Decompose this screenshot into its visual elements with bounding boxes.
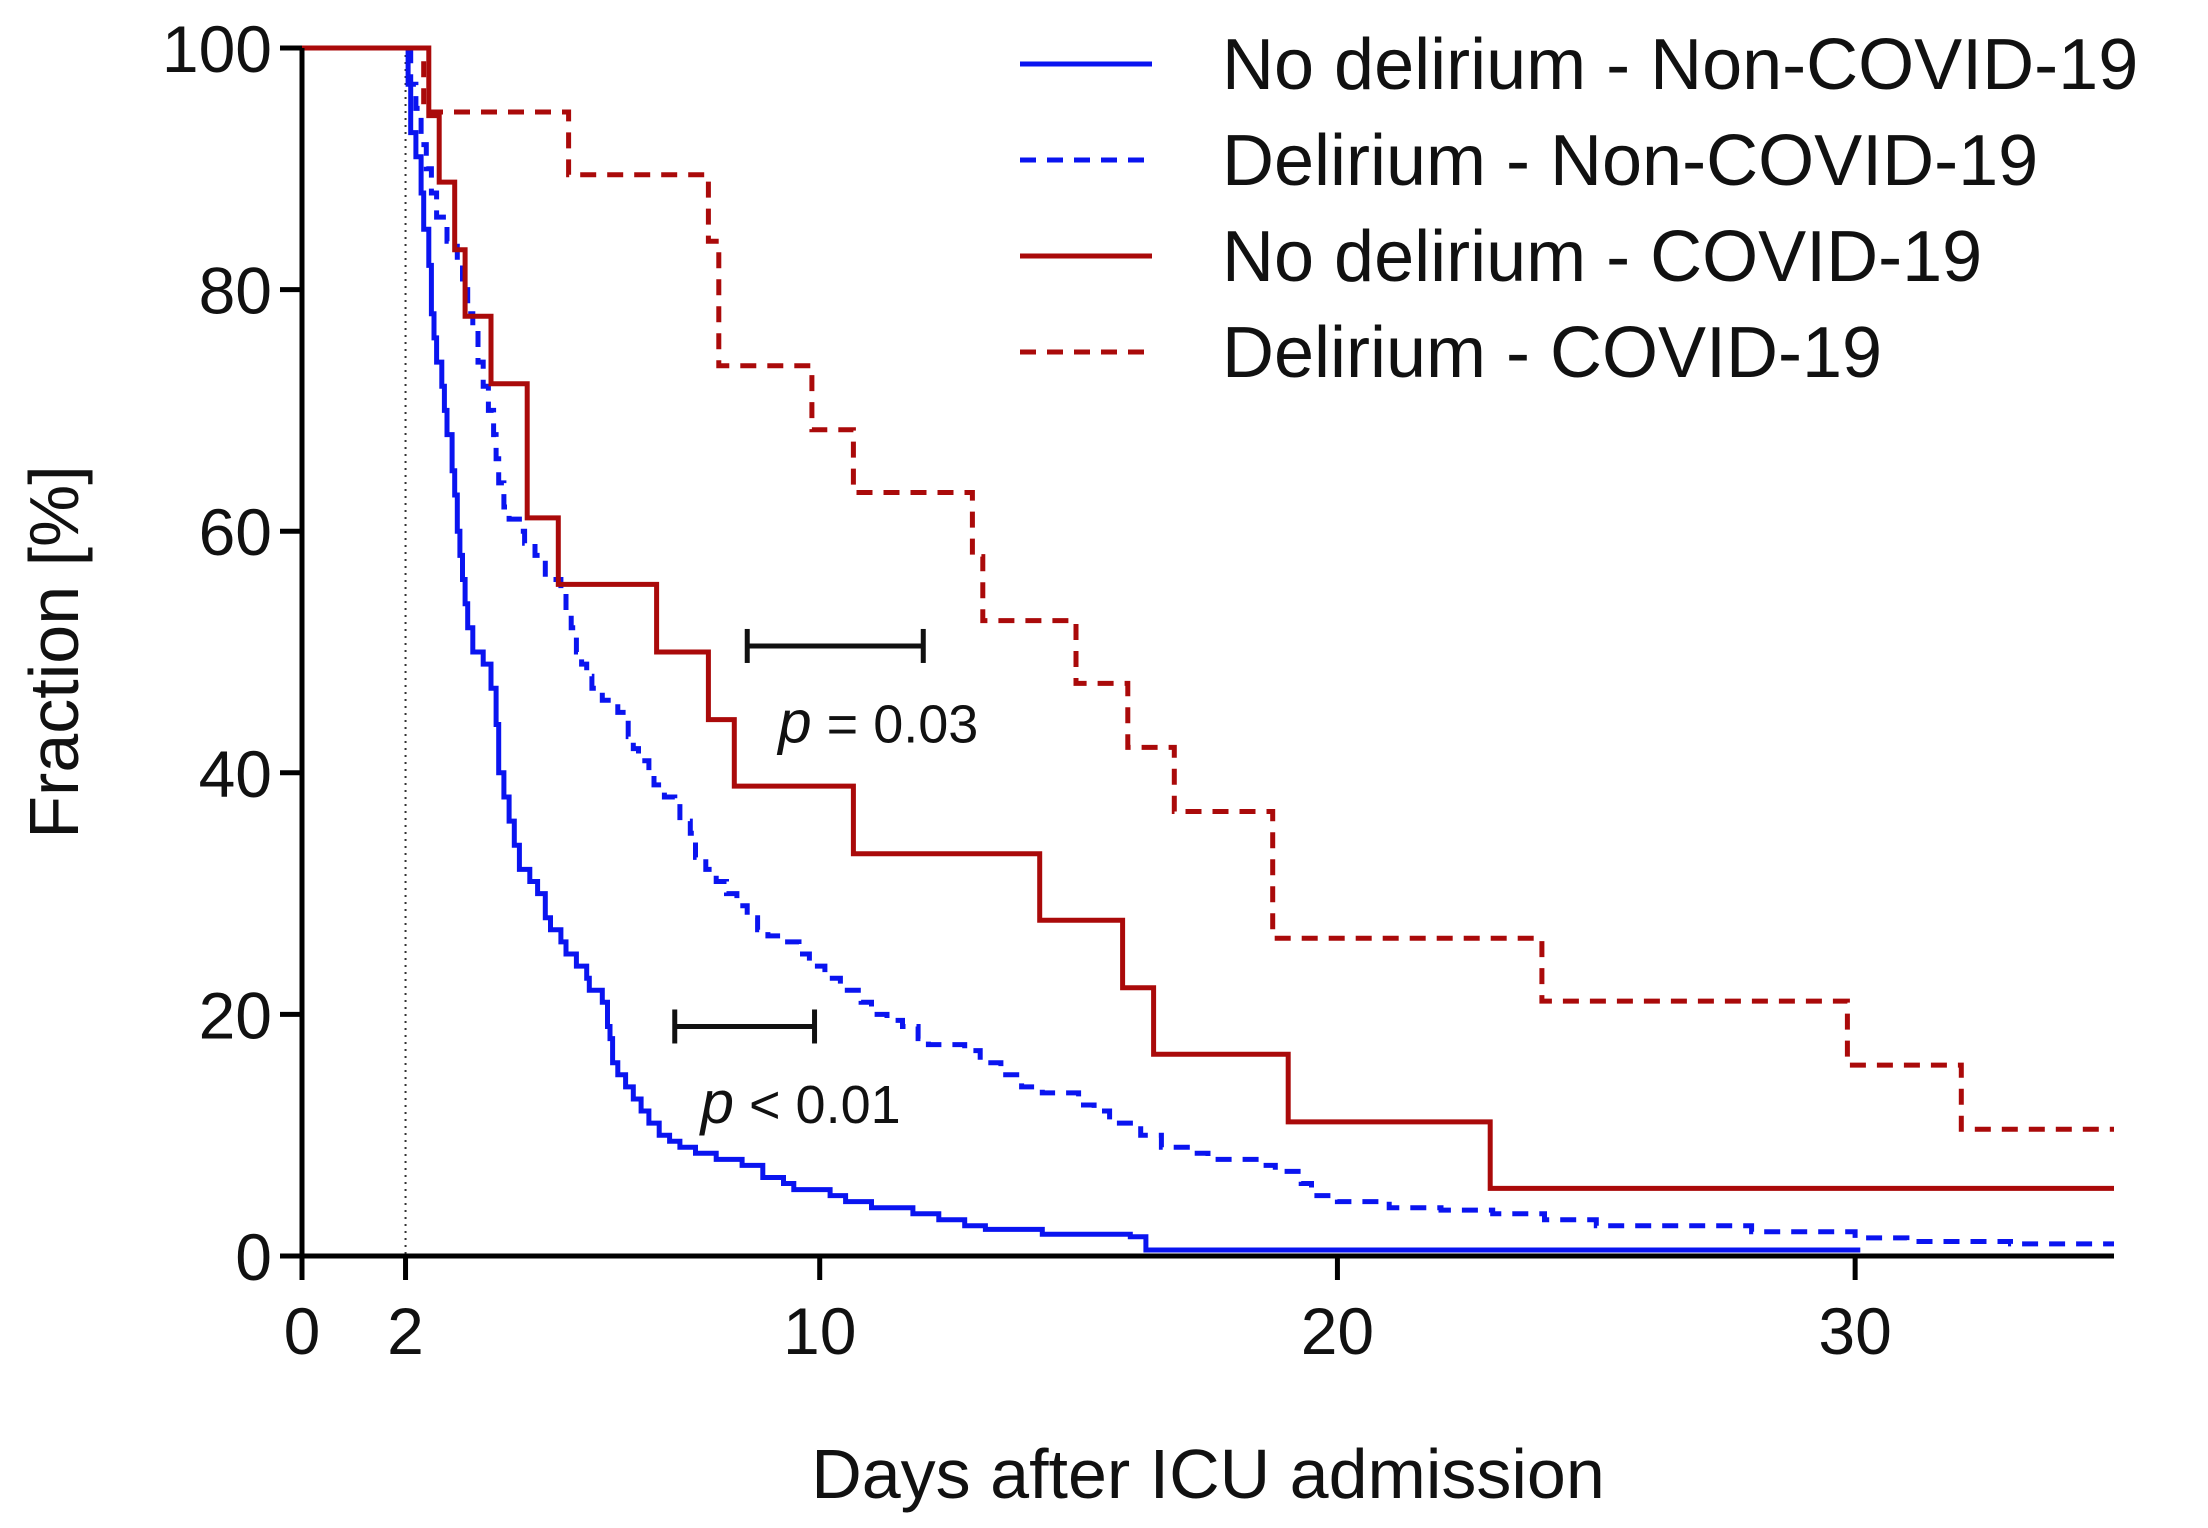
series-layer [302,45,2114,1253]
p-value-text: < 0.01 [734,1075,901,1135]
x-tick-label: 0 [284,1294,321,1368]
axis-layer [299,48,2114,1259]
p-symbol: p [699,1069,734,1136]
x-tick-label: 30 [1818,1294,1891,1368]
series-line-3 [302,45,2114,1191]
y-tick-label: 40 [199,737,272,811]
y-tick-label: 80 [199,254,272,328]
legend-label: No delirium - COVID-19 [1222,217,1982,297]
series-line-1 [302,45,1861,1253]
legend-item-2: Delirium - Non-COVID-19 [1020,121,2038,201]
series-line-2 [302,45,2114,1247]
x-axis-title: Days after ICU admission [811,1435,1605,1513]
x-tick-label: 2 [387,1294,424,1368]
y-tick-label: 20 [199,978,272,1052]
significance-annotation-2: p < 0.01 [672,1009,901,1136]
legend-label: Delirium - Non-COVID-19 [1222,121,2038,201]
y-tick-label: 60 [199,495,272,569]
series-line-4 [302,45,2114,1132]
legend-item-3: No delirium - COVID-19 [1020,217,1982,297]
y-tick-label: 100 [162,12,272,86]
annotation-layer: p = 0.03p < 0.01 [672,628,978,1136]
legend-item-1: No delirium - Non-COVID-19 [1020,25,2138,105]
legend-item-4: Delirium - COVID-19 [1020,313,1882,393]
x-tick-label: 20 [1301,1294,1374,1368]
y-axis-title: Fraction [%] [15,465,93,838]
x-tick-label: 10 [783,1294,856,1368]
p-value-label: p = 0.03 [776,688,978,755]
legend: No delirium - Non-COVID-19 Delirium - Non… [1020,25,2138,393]
significance-annotation-1: p = 0.03 [744,628,978,755]
p-symbol: p [776,688,811,755]
p-value-text: = 0.03 [812,694,979,754]
y-tick-label: 0 [235,1220,272,1294]
legend-label: Delirium - COVID-19 [1222,313,1882,393]
p-value-label: p < 0.01 [699,1069,901,1136]
legend-label: No delirium - Non-COVID-19 [1222,25,2138,105]
